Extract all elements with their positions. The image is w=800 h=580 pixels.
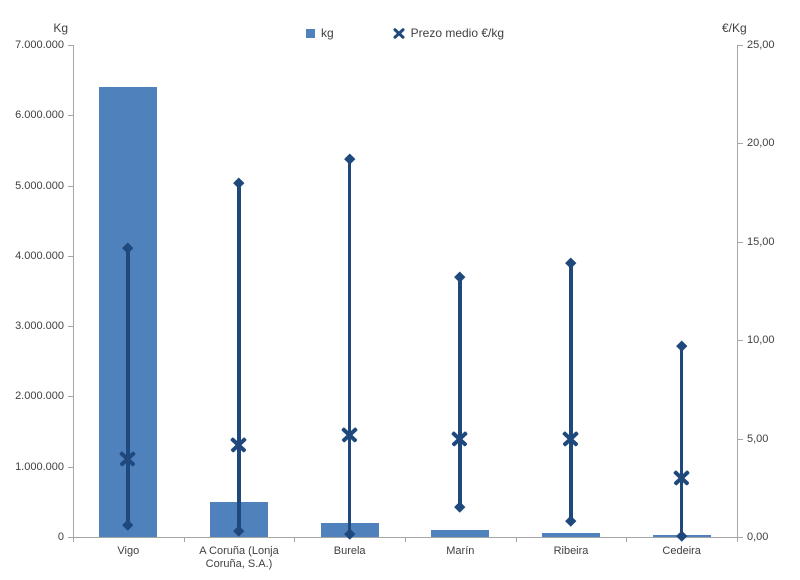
y-tick-label-right: 15,00 xyxy=(747,235,775,248)
y-tick-label-left: 4.000.000 xyxy=(15,249,64,262)
x-axis-tick-mark xyxy=(626,537,628,542)
left-axis-line xyxy=(73,45,74,537)
hilo-line xyxy=(126,247,130,526)
legend-label-prezo-medio: Prezo medio €/kg xyxy=(410,26,505,40)
y-tick-label-right: 25,00 xyxy=(747,39,775,51)
y-tick-label-left: 5.000.000 xyxy=(15,179,64,192)
high-diamond-icon xyxy=(233,177,245,188)
y-tick-label-left: 3.000.000 xyxy=(15,320,64,333)
right-axis-tick-mark xyxy=(738,241,743,243)
right-axis-tick-mark xyxy=(738,143,743,145)
left-axis-tick-mark xyxy=(68,396,73,398)
high-diamond-icon xyxy=(344,153,355,165)
average-x-icon xyxy=(562,431,580,447)
left-axis-tick-mark xyxy=(68,255,73,257)
hilo-line xyxy=(458,277,462,508)
average-x-icon xyxy=(119,450,137,466)
y-tick-label-right: 20,00 xyxy=(747,137,775,150)
right-axis-tick-mark xyxy=(738,438,743,440)
high-diamond-icon xyxy=(676,340,687,352)
x-axis-tick-mark xyxy=(183,537,185,542)
x-axis-tick-mark xyxy=(405,537,406,542)
x-axis-tick-mark xyxy=(737,537,738,542)
y-tick-label-left: 0 xyxy=(57,531,64,543)
left-axis-title: Kg xyxy=(53,21,68,35)
y-tick-label-right: 5,00 xyxy=(747,432,769,445)
right-axis-tick-mark xyxy=(738,537,743,538)
y-tick-label-left: 6.000.000 xyxy=(15,109,64,122)
average-x-icon xyxy=(340,427,358,443)
average-x-icon xyxy=(230,437,248,453)
x-axis-tick-mark xyxy=(515,537,517,542)
low-diamond-icon xyxy=(454,501,466,513)
right-axis-tick-mark xyxy=(738,340,743,342)
left-axis-tick-mark xyxy=(68,466,73,468)
low-diamond-icon xyxy=(676,530,687,542)
left-axis-tick-mark xyxy=(68,326,73,328)
y-tick-label-left: 7.000.000 xyxy=(15,39,64,51)
legend-item-kg: kg xyxy=(305,26,334,40)
left-axis-tick-mark xyxy=(68,115,73,117)
x-category-label: Cedeira xyxy=(662,545,701,557)
x-axis-tick-mark xyxy=(294,537,296,542)
x-category-label: Marín xyxy=(446,545,475,557)
left-axis-tick-mark xyxy=(68,185,73,187)
y-tick-label-left: 2.000.000 xyxy=(15,390,64,403)
hilo-line xyxy=(237,182,241,532)
right-axis-line xyxy=(737,45,738,537)
high-diamond-icon xyxy=(565,257,577,269)
y-tick-label-right: 10,00 xyxy=(747,334,775,347)
bar xyxy=(542,533,600,537)
right-axis-tick-mark xyxy=(738,45,743,46)
average-x-icon xyxy=(672,470,690,486)
y-tick-label-right: 0,00 xyxy=(747,531,769,543)
x-category-label: A Coruña (Lonja Coruña, S.A.) xyxy=(199,545,279,570)
high-diamond-icon xyxy=(454,271,466,283)
x-category-label: Burela xyxy=(333,545,366,557)
legend-item-prezo-medio: Prezo medio €/kg xyxy=(392,26,504,40)
bar xyxy=(431,529,490,537)
legend-label-kg: kg xyxy=(320,26,334,40)
y-tick-label-left: 1.000.000 xyxy=(15,460,64,473)
x-category-label: Ribeira xyxy=(553,545,589,557)
x-marker-icon xyxy=(392,27,405,40)
hilo-line xyxy=(569,263,573,522)
x-axis-tick-mark xyxy=(73,537,74,542)
left-axis-tick-mark xyxy=(68,537,73,538)
right-axis-title: €/Kg xyxy=(722,21,747,35)
left-axis-tick-mark xyxy=(68,45,73,46)
hilo-line xyxy=(679,346,684,536)
low-diamond-icon xyxy=(565,515,577,527)
average-x-icon xyxy=(451,431,469,447)
legend: kg Prezo medio €/kg xyxy=(73,24,737,42)
bar-series-swatch-icon xyxy=(305,28,315,38)
hilo-line xyxy=(347,159,352,535)
x-category-label: Vigo xyxy=(117,545,140,557)
